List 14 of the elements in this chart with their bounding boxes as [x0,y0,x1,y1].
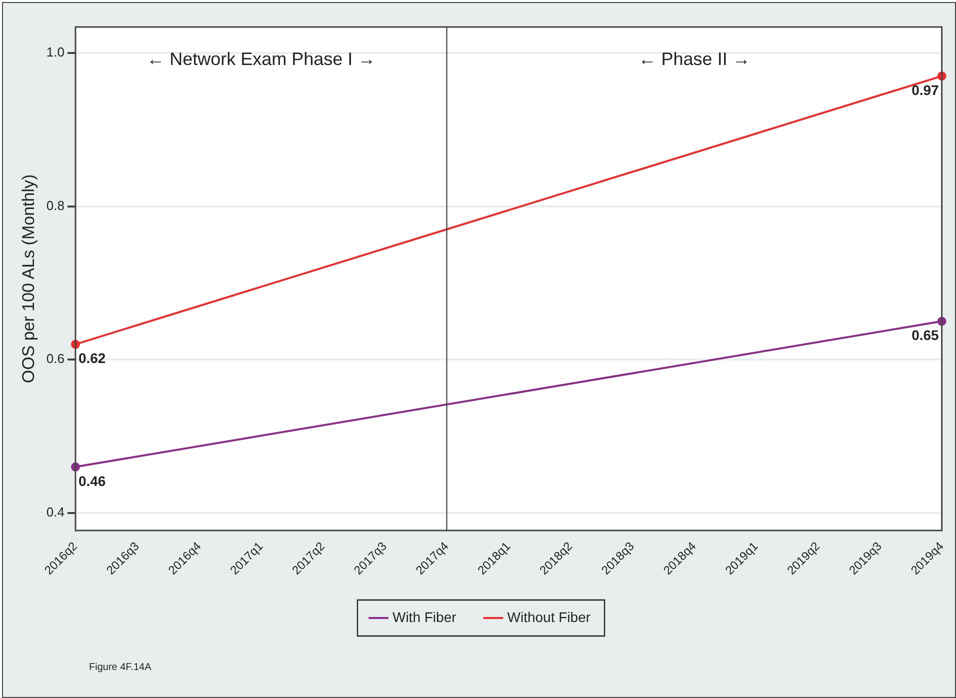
y-tick-label: 0.6 [46,351,64,366]
y-tick-label: 0.8 [46,198,64,213]
caption: Figure 4F.14A [89,662,152,673]
annotation: ← Phase II → [638,48,750,69]
data-label: 0.65 [912,327,940,344]
y-axis-title: OOS per 100 ALs (Monthly) [18,174,38,384]
data-label: 0.46 [78,472,106,489]
annotation: ← Network Exam Phase I → [146,48,376,69]
data-label: 0.62 [78,350,106,366]
legend-label: With Fiber [392,608,457,625]
legend-label: Without Fiber [507,608,591,625]
data-label: 0.97 [912,82,940,98]
y-tick-label: 1.0 [46,44,64,60]
y-tick-label: 0.4 [46,504,64,520]
